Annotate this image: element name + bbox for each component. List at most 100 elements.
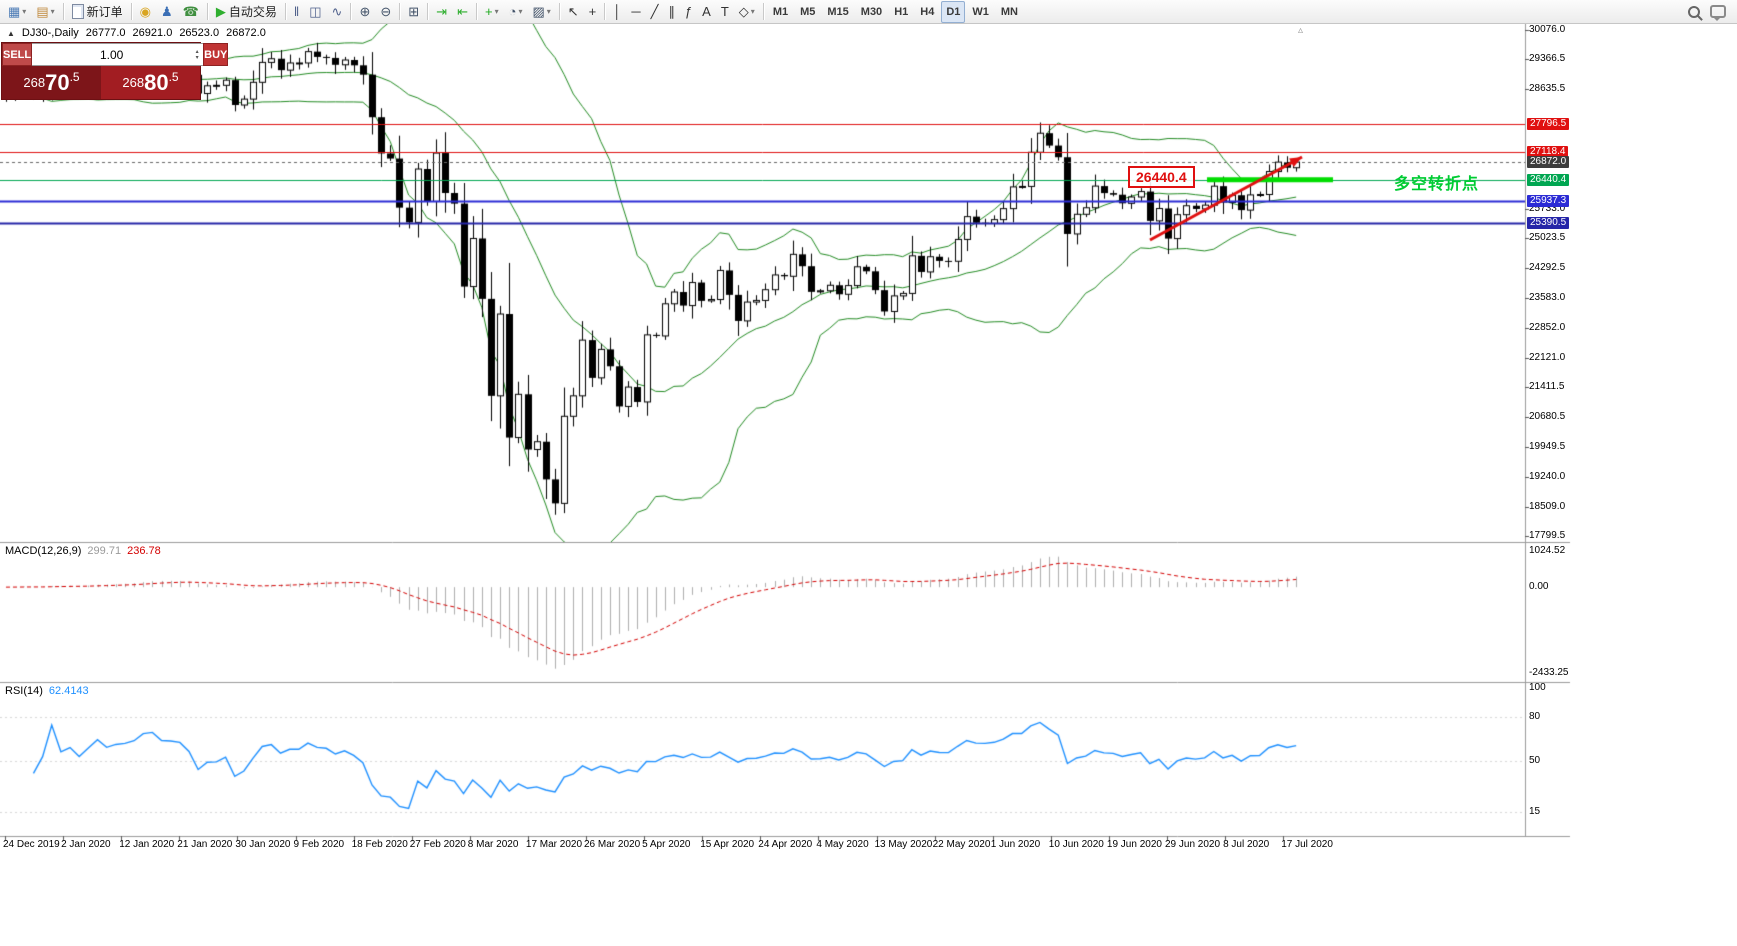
shapes[interactable]: ◇ ▾ bbox=[735, 1, 759, 23]
equidistant-channel[interactable]: ∥ bbox=[664, 1, 679, 23]
profiles-icon: ▤ bbox=[36, 3, 49, 19]
periods-caret-icon: ▾ bbox=[518, 7, 523, 16]
support-price-annotation[interactable]: 26440.4 bbox=[1128, 166, 1195, 188]
toolbar-separator bbox=[762, 3, 764, 20]
x-axis-label: 21 Jan 2020 bbox=[177, 839, 233, 850]
rsi-axis-value: 100 bbox=[1529, 682, 1546, 693]
volume-decrease-icon[interactable]: ▾ bbox=[195, 54, 199, 61]
buy-price[interactable]: 268 80.5 bbox=[101, 66, 200, 99]
tf-m5[interactable]: M5 bbox=[795, 1, 820, 23]
ohlc-low: 26523.0 bbox=[179, 27, 220, 39]
tf-mn[interactable]: MN bbox=[996, 1, 1023, 23]
periods[interactable]: ◔ ▾ bbox=[505, 1, 527, 23]
chart-shift[interactable]: ⇤ bbox=[453, 1, 472, 23]
tf-d1[interactable]: D1 bbox=[941, 0, 966, 23]
toolbar-separator bbox=[62, 3, 64, 20]
indicators-add[interactable]: + ▾ bbox=[481, 1, 503, 23]
chart-canvas[interactable] bbox=[0, 24, 1737, 852]
price-tag: 27118.4 bbox=[1527, 145, 1569, 158]
chart-shift-marker[interactable]: ▵ bbox=[1298, 25, 1304, 36]
navigator[interactable]: ♟ bbox=[157, 1, 177, 23]
trendline[interactable]: ╱ bbox=[647, 1, 663, 23]
line-chart[interactable]: ∿ bbox=[328, 1, 347, 23]
crosshair-icon: + bbox=[588, 3, 597, 19]
bar-chart[interactable]: ‖ bbox=[290, 1, 303, 23]
tf-h4-label: H4 bbox=[920, 5, 935, 18]
tf-w1[interactable]: W1 bbox=[967, 1, 994, 23]
cursor[interactable]: ↖ bbox=[564, 1, 583, 23]
rsi-axis-value: 15 bbox=[1529, 806, 1541, 817]
volume-increase-icon[interactable]: ▴ bbox=[195, 48, 199, 55]
sell-button[interactable]: SELL bbox=[2, 43, 33, 66]
auto-scroll[interactable]: ⇥ bbox=[432, 1, 451, 23]
toolbar-separator bbox=[350, 3, 352, 20]
new-order[interactable]: 新订单 bbox=[68, 1, 127, 23]
tile-windows-icon: ⊞ bbox=[408, 3, 420, 19]
toolbar-separator bbox=[130, 3, 132, 20]
fibonacci[interactable]: ƒ bbox=[681, 1, 696, 23]
x-axis-label: 1 Jun 2020 bbox=[990, 839, 1041, 850]
zoom-in-icon: ⊕ bbox=[359, 3, 371, 19]
tf-m30[interactable]: M30 bbox=[856, 1, 887, 23]
indicators-add-icon: + bbox=[484, 3, 493, 19]
x-axis-label: 18 Feb 2020 bbox=[351, 839, 408, 850]
tf-m15[interactable]: M15 bbox=[822, 1, 853, 23]
y-axis-tick: 20680.5 bbox=[1529, 411, 1566, 423]
periods-icon: ◔ bbox=[508, 3, 517, 19]
text-label[interactable]: T bbox=[717, 1, 733, 23]
price-tag: 25937.3 bbox=[1527, 194, 1570, 207]
tf-m1[interactable]: M1 bbox=[768, 1, 793, 23]
turning-point-annotation[interactable]: 多空转折点 bbox=[1394, 176, 1480, 193]
equidistant-channel-icon: ∥ bbox=[668, 3, 675, 19]
bar-chart-icon: ‖ bbox=[293, 3, 300, 19]
horizontal-line[interactable]: ─ bbox=[627, 1, 644, 23]
x-axis-label: 15 Apr 2020 bbox=[700, 839, 755, 850]
candlestick-chart[interactable]: ◫ bbox=[305, 1, 325, 23]
x-axis-label: 12 Jan 2020 bbox=[119, 839, 175, 850]
cursor-icon: ↖ bbox=[567, 3, 579, 19]
community-icon[interactable] bbox=[1710, 5, 1726, 21]
collapse-panel-icon[interactable]: ▲ bbox=[7, 28, 15, 38]
terminal[interactable]: ☎ bbox=[179, 1, 203, 23]
macd-axis-value: 0.00 bbox=[1529, 581, 1549, 593]
zoom-out[interactable]: ⊖ bbox=[376, 1, 395, 23]
tf-d1-label: D1 bbox=[946, 5, 961, 18]
navigator-icon: ♟ bbox=[160, 3, 173, 19]
rsi-indicator-label: RSI(14) 62.4143 bbox=[5, 685, 89, 697]
text[interactable]: A bbox=[698, 1, 715, 23]
tf-h1[interactable]: H1 bbox=[889, 1, 913, 23]
zoom-in[interactable]: ⊕ bbox=[355, 1, 374, 23]
profiles[interactable]: ▤ ▾ bbox=[32, 1, 58, 23]
market-watch-icon: ◉ bbox=[139, 3, 151, 19]
new-chart[interactable]: ▦ ▾ bbox=[4, 1, 30, 23]
auto-trading[interactable]: ▶ 自动交易 bbox=[212, 1, 281, 23]
sell-price-big-digits: 70 bbox=[45, 69, 70, 95]
volume-input[interactable] bbox=[32, 46, 192, 63]
search-icon[interactable] bbox=[1688, 5, 1700, 18]
auto-trading-icon: ▶ bbox=[215, 3, 226, 19]
sell-price-prefix: 268 bbox=[23, 75, 46, 90]
price-tag: 25390.5 bbox=[1527, 217, 1570, 230]
tf-m1-label: M1 bbox=[772, 5, 789, 18]
trendline-icon: ╱ bbox=[650, 3, 659, 19]
y-axis-tick: 28635.5 bbox=[1529, 83, 1566, 95]
x-axis-label: 30 Jan 2020 bbox=[235, 839, 291, 850]
new-order-label: 新订单 bbox=[86, 5, 123, 19]
toolbar-separator bbox=[427, 3, 429, 20]
y-axis-tick: 19240.0 bbox=[1529, 470, 1566, 482]
vertical-line[interactable]: │ bbox=[609, 1, 625, 23]
tf-h4[interactable]: H4 bbox=[915, 1, 939, 23]
price-tag: 27796.5 bbox=[1527, 117, 1570, 130]
x-axis-label: 8 Mar 2020 bbox=[467, 839, 519, 850]
templates[interactable]: ▨ ▾ bbox=[528, 1, 554, 23]
tile-windows[interactable]: ⊞ bbox=[404, 1, 423, 23]
ohlc-high: 26921.0 bbox=[132, 27, 173, 39]
buy-button[interactable]: BUY bbox=[203, 43, 229, 66]
toolbar: ▦ ▾ ▤ ▾ 新订单 ◉ ♟ ☎ ▶ 自动交易 ‖ ◫ ∿ ⊕ ⊖ ⊞ ⇥ ⇤ + ▾ ◔ ▾ ▨ ▾ ↖ + │ ─ ╱ ∥ ƒ A T ◇ ▾… bbox=[0, 0, 1737, 24]
y-axis-tick: 23583.0 bbox=[1529, 291, 1566, 303]
market-watch[interactable]: ◉ bbox=[136, 1, 155, 23]
ohlc-open: 26777.0 bbox=[85, 27, 126, 39]
sell-price[interactable]: 268 70.5 bbox=[2, 66, 101, 99]
chart-shift-icon: ⇤ bbox=[457, 3, 468, 19]
crosshair[interactable]: + bbox=[585, 1, 601, 23]
